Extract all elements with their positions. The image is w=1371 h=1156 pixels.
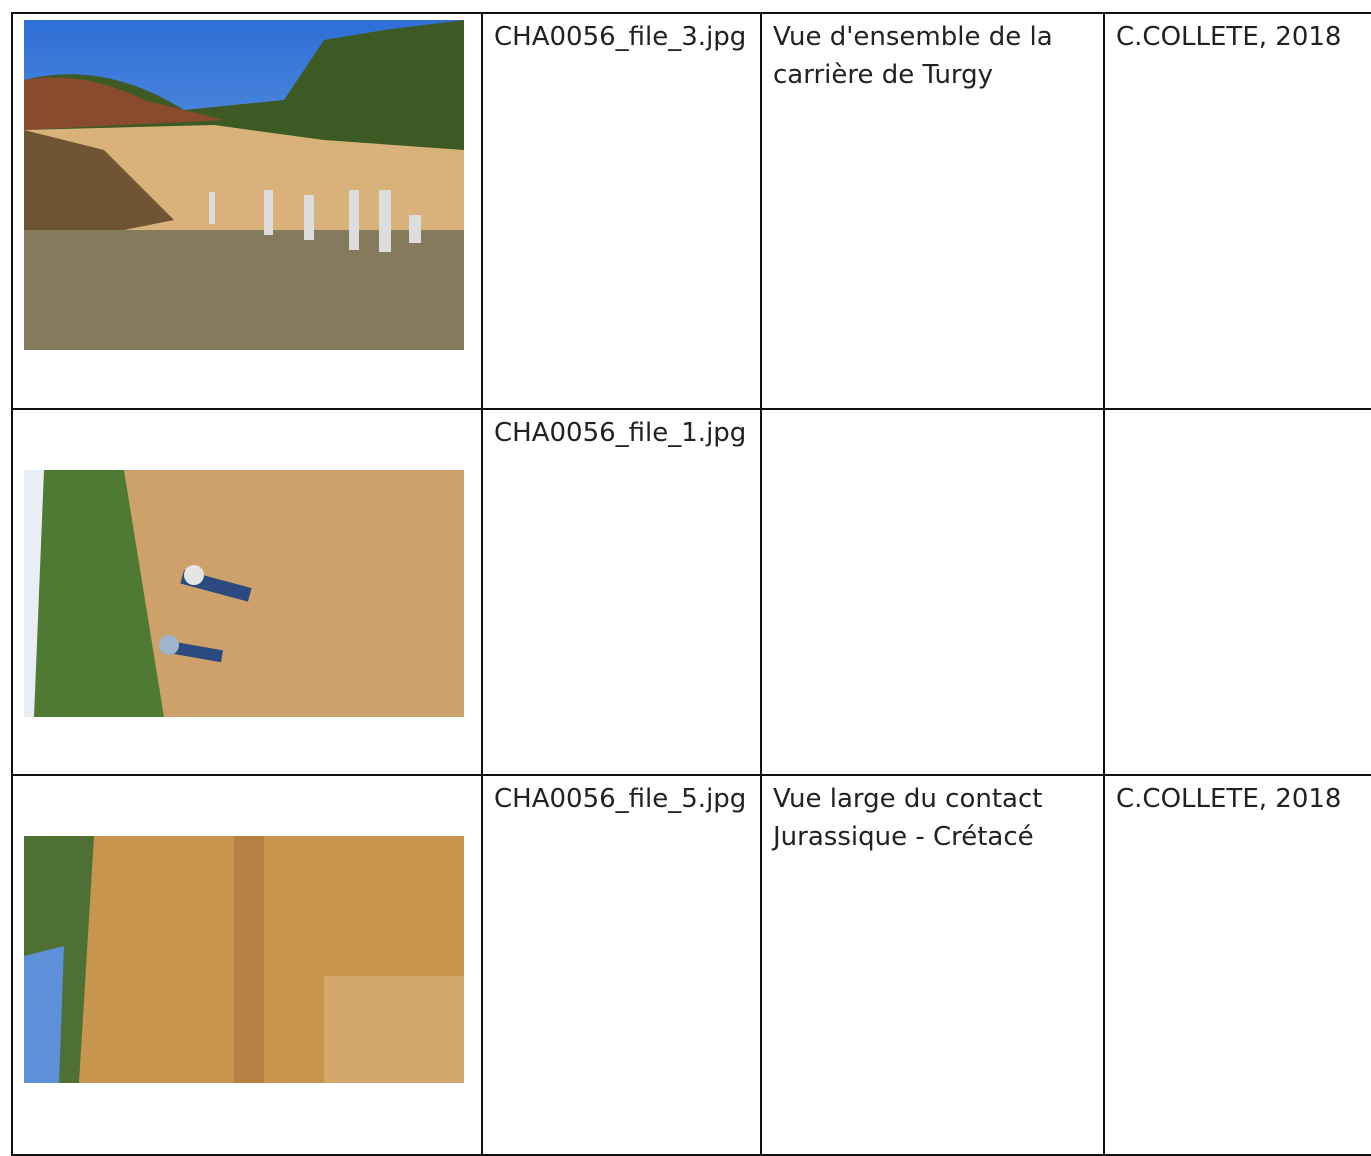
table-row: CHA0056_file_5.jpg Vue large du contact …: [11, 774, 1371, 1156]
photo-cell: [11, 12, 483, 410]
photo: [24, 836, 464, 1083]
description: Vue d'ensemble de la carrière de Turgy: [773, 22, 1053, 90]
file-name: CHA0056_file_3.jpg: [494, 22, 747, 52]
credit: C.COLLETE, 2018: [1116, 22, 1342, 52]
description-cell: [760, 408, 1105, 776]
table-row: CHA0056_file_1.jpg: [11, 408, 1371, 776]
file-name: CHA0056_file_5.jpg: [494, 784, 747, 814]
credit-cell: C.COLLETE, 2018: [1103, 12, 1371, 410]
credit-cell: [1103, 408, 1371, 776]
credit: C.COLLETE, 2018: [1116, 784, 1342, 814]
description: Vue large du contact Jurassique - Crétac…: [773, 784, 1043, 852]
file-cell: CHA0056_file_3.jpg: [481, 12, 762, 410]
photo-cell: [11, 408, 483, 776]
photo: [24, 470, 464, 717]
description-cell: Vue large du contact Jurassique - Crétac…: [760, 774, 1105, 1156]
file-name: CHA0056_file_1.jpg: [494, 418, 747, 448]
credit-cell: C.COLLETE, 2018: [1103, 774, 1371, 1156]
photo: [24, 20, 464, 350]
description-cell: Vue d'ensemble de la carrière de Turgy: [760, 12, 1105, 410]
photo-table: CHA0056_file_3.jpg Vue d'ensemble de la …: [11, 12, 1371, 1156]
table-row: CHA0056_file_3.jpg Vue d'ensemble de la …: [11, 12, 1371, 410]
file-cell: CHA0056_file_5.jpg: [481, 774, 762, 1156]
file-cell: CHA0056_file_1.jpg: [481, 408, 762, 776]
photo-cell: [11, 774, 483, 1156]
